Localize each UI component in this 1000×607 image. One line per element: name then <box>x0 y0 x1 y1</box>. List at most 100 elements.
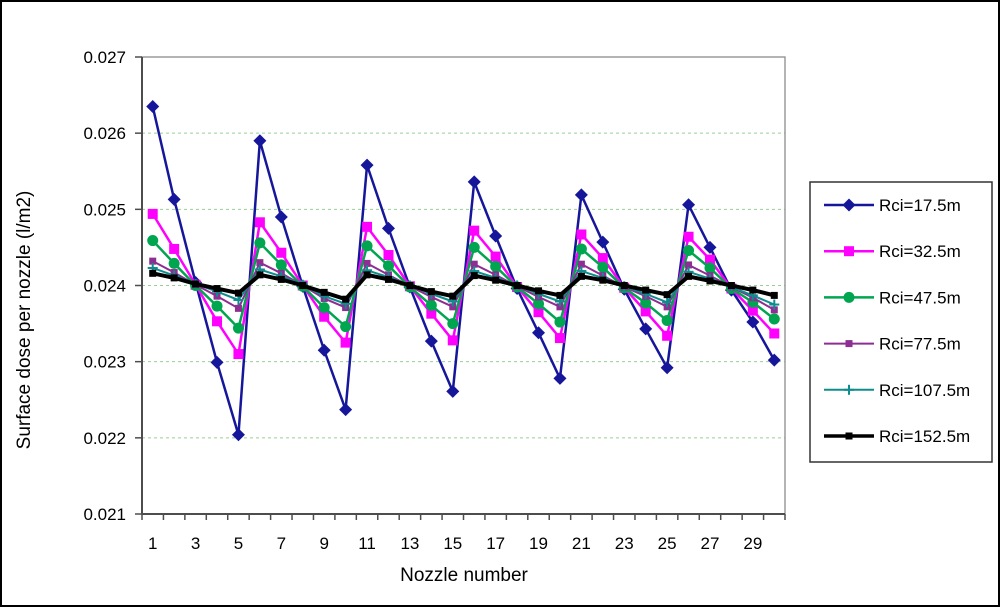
series-rci-152-5m <box>149 269 778 303</box>
data-point-rci-47-5m <box>275 259 287 271</box>
data-point-rci-47-5m <box>554 316 566 328</box>
legend-box <box>809 181 993 463</box>
legend-entry-rci-77-5m: Rci=77.5m <box>824 335 961 354</box>
data-point-rci-17-5m <box>424 334 438 348</box>
legend-entry-rci-32-5m: Rci=32.5m <box>824 242 961 261</box>
data-point-rci-77-5m <box>770 306 778 314</box>
data-point-rci-32-5m <box>362 221 373 232</box>
data-point-rci-47-5m <box>168 257 180 269</box>
legend-entry-rci-107-5m: Rci=107.5m <box>824 381 970 400</box>
data-point-rci-77-5m <box>149 257 157 265</box>
data-point-rci-32-5m <box>383 250 394 261</box>
y-tick-label: 0.024 <box>83 277 126 296</box>
data-point-rci-32-5m <box>490 251 501 262</box>
data-point-rci-47-5m <box>425 299 437 311</box>
data-point-rci-47-5m <box>447 318 459 330</box>
data-point-rci-47-5m <box>232 322 244 334</box>
data-point-rci-152-5m <box>427 288 435 296</box>
data-point-rci-152-5m <box>513 282 521 289</box>
data-point-rci-77-5m <box>577 260 585 268</box>
data-point-rci-17-5m <box>210 355 224 369</box>
data-point-rci-152-5m <box>320 288 328 296</box>
y-axis-title: Surface dose per nozzle (l/m2) <box>14 191 35 450</box>
data-point-rci-17-5m <box>253 134 267 148</box>
data-point-rci-32-5m <box>340 337 351 348</box>
data-point-rci-32-5m <box>747 305 758 316</box>
data-point-rci-47-5m <box>597 261 609 273</box>
data-point-rci-47-5m <box>683 244 695 256</box>
x-tick-label: 17 <box>486 534 505 553</box>
data-point-rci-17-5m <box>489 229 503 243</box>
data-point-rci-152-5m <box>299 282 307 289</box>
y-tick-labels: 0.027 0.026 0.025 0.024 0.023 0.022 0.021 <box>83 48 126 524</box>
data-point-rci-152-5m <box>642 286 650 294</box>
plot-series <box>146 100 781 442</box>
legend-marker-circle-icon <box>843 291 855 303</box>
data-point-rci-152-5m <box>706 277 714 285</box>
data-point-rci-107-5m <box>662 297 673 308</box>
data-point-rci-32-5m <box>597 253 608 264</box>
data-point-rci-17-5m <box>596 235 610 249</box>
legend-label: Rci=152.5m <box>879 427 970 446</box>
legend-label: Rci=77.5m <box>879 335 961 354</box>
x-tick-label: 5 <box>234 534 243 553</box>
data-point-rci-47-5m <box>575 243 587 255</box>
data-point-rci-47-5m <box>382 260 394 272</box>
data-point-rci-152-5m <box>620 282 628 289</box>
data-point-rci-77-5m <box>556 303 564 311</box>
data-point-rci-32-5m <box>147 208 158 219</box>
data-point-rci-47-5m <box>468 241 480 253</box>
data-point-rci-32-5m <box>554 333 565 344</box>
data-point-rci-152-5m <box>192 280 200 288</box>
data-point-rci-32-5m <box>704 254 715 265</box>
data-point-rci-17-5m <box>167 192 181 206</box>
data-point-rci-77-5m <box>685 261 693 269</box>
data-point-rci-152-5m <box>770 291 778 299</box>
x-axis-title: Nozzle number <box>400 565 528 586</box>
x-tick-label: 25 <box>658 534 677 553</box>
y-tick-label: 0.025 <box>83 200 126 219</box>
data-point-rci-32-5m <box>254 217 265 228</box>
data-point-rci-152-5m <box>492 276 500 284</box>
data-point-rci-152-5m <box>277 275 285 283</box>
x-tick-label: 3 <box>191 534 200 553</box>
data-point-rci-32-5m <box>533 307 544 318</box>
data-point-rci-32-5m <box>276 247 287 258</box>
data-point-rci-17-5m <box>339 403 353 417</box>
data-point-rci-47-5m <box>768 313 780 325</box>
data-point-rci-47-5m <box>254 237 266 249</box>
y-tick-label: 0.023 <box>83 353 126 372</box>
data-point-rci-32-5m <box>683 231 694 242</box>
legend: Rci=17.5m Rci=32.5m Rci=47.5m Rci=77.5m Rci=… <box>809 181 993 463</box>
data-point-rci-17-5m <box>660 361 674 375</box>
data-point-rci-152-5m <box>449 292 457 300</box>
data-point-rci-32-5m <box>447 335 458 346</box>
data-point-rci-17-5m <box>553 371 567 385</box>
data-point-rci-152-5m <box>663 291 671 299</box>
data-point-rci-47-5m <box>361 240 373 252</box>
data-point-rci-152-5m <box>384 275 392 283</box>
x-tick-labels: 1 3 5 7 9 11 13 15 17 19 21 23 25 27 29 <box>148 534 762 553</box>
legend-marker-square-small-icon <box>845 340 853 348</box>
legend-entry-rci-47-5m: Rci=47.5m <box>824 288 961 307</box>
data-point-rci-47-5m <box>661 315 673 327</box>
data-point-rci-17-5m <box>381 221 395 235</box>
data-point-rci-47-5m <box>533 298 545 310</box>
legend-label: Rci=32.5m <box>879 242 961 261</box>
data-point-rci-77-5m <box>470 260 478 268</box>
x-tick-label: 1 <box>148 534 157 553</box>
x-tick-label: 15 <box>443 534 462 553</box>
data-point-rci-152-5m <box>149 269 157 277</box>
data-point-rci-77-5m <box>449 303 457 311</box>
legend-marker-diamond-icon <box>842 198 856 212</box>
legend-label: Rci=47.5m <box>879 288 961 307</box>
data-point-rci-77-5m <box>234 304 242 312</box>
data-point-rci-32-5m <box>426 308 437 319</box>
data-point-rci-77-5m <box>363 259 371 267</box>
data-point-rci-47-5m <box>704 262 716 274</box>
data-point-rci-32-5m <box>319 311 330 322</box>
data-point-rci-152-5m <box>556 291 564 299</box>
y-tick-label: 0.026 <box>83 124 126 143</box>
data-point-rci-47-5m <box>490 260 502 272</box>
data-point-rci-17-5m <box>639 322 653 336</box>
